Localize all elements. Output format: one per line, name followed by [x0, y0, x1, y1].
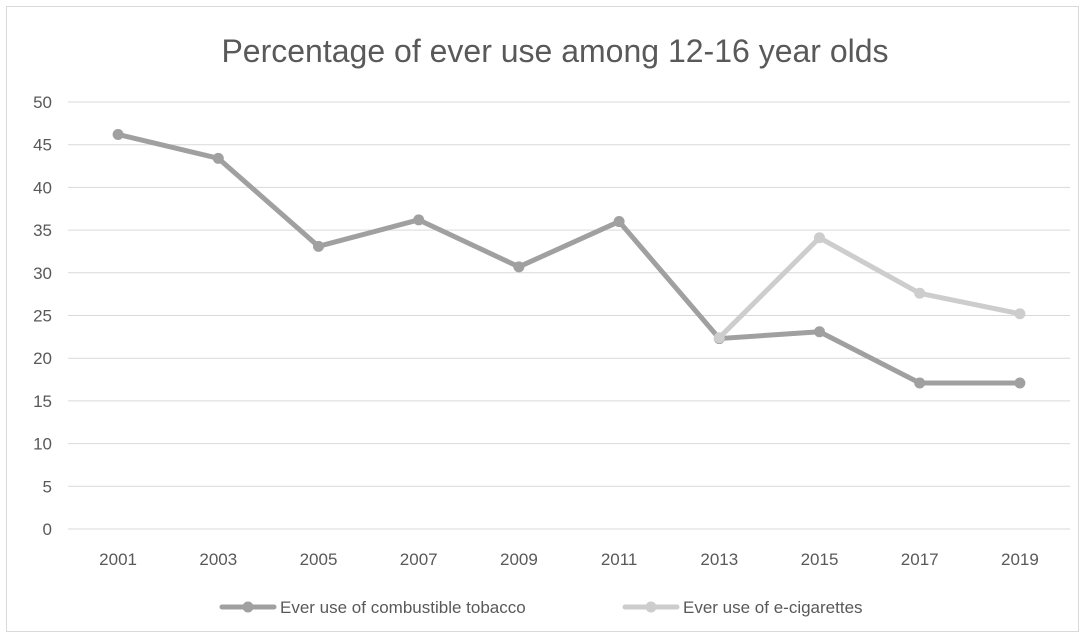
chart-title: Percentage of ever use among 12-16 year … [221, 33, 888, 69]
y-tick-label: 30 [33, 264, 52, 283]
series-line-1 [115, 131, 1023, 386]
data-point [914, 287, 926, 299]
legend: Ever use of combustible tobacco Ever use … [219, 598, 863, 617]
legend-swatch-marker [242, 601, 254, 613]
data-point [814, 232, 825, 244]
x-tick-label: 2011 [601, 550, 638, 569]
gridlines [68, 101, 1070, 530]
x-tick-label: 2015 [801, 550, 839, 569]
x-tick-label: 2013 [700, 550, 738, 569]
y-tick-label: 35 [33, 221, 52, 240]
data-point [914, 377, 926, 389]
legend-label: Ever use of combustible tobacco [280, 598, 526, 617]
chart-frame [6, 6, 1079, 632]
data-point [513, 261, 525, 273]
series-points [112, 128, 1026, 389]
y-axis-ticks: 0 5 10 15 20 25 30 35 40 45 50 [33, 93, 52, 539]
data-point [713, 332, 725, 344]
data-point [212, 152, 224, 164]
y-tick-label: 15 [33, 392, 52, 411]
data-point [112, 128, 124, 140]
legend-swatch-marker [645, 601, 657, 613]
y-tick-label: 10 [33, 435, 52, 454]
data-point [313, 240, 324, 252]
x-tick-label: 2009 [500, 550, 538, 569]
y-tick-label: 0 [43, 520, 52, 539]
x-tick-label: 2007 [400, 550, 438, 569]
x-tick-label: 2019 [1001, 550, 1039, 569]
data-point [1014, 308, 1026, 320]
data-point [413, 214, 425, 226]
y-tick-label: 50 [33, 93, 52, 112]
data-point [1014, 377, 1026, 389]
data-point [613, 216, 625, 228]
series-lines [115, 131, 1023, 386]
legend-label: Ever use of e-cigarettes [683, 598, 863, 617]
data-point [814, 326, 825, 338]
y-tick-label: 25 [33, 307, 52, 326]
y-tick-label: 20 [33, 349, 52, 368]
legend-item-2: Ever use of e-cigarettes [622, 598, 863, 617]
x-tick-label: 2005 [300, 550, 338, 569]
y-tick-label: 45 [33, 136, 52, 155]
x-axis-ticks: 2001 2003 2005 2007 2009 2011 2013 2015 2017 2019 [99, 550, 1039, 569]
legend-item-1: Ever use of combustible tobacco [219, 598, 526, 617]
x-tick-label: 2003 [199, 550, 237, 569]
y-tick-label: 40 [33, 178, 52, 197]
series-line-2 [716, 235, 1023, 341]
x-tick-label: 2001 [99, 550, 137, 569]
x-tick-label: 2017 [901, 550, 939, 569]
y-tick-label: 5 [43, 477, 52, 496]
